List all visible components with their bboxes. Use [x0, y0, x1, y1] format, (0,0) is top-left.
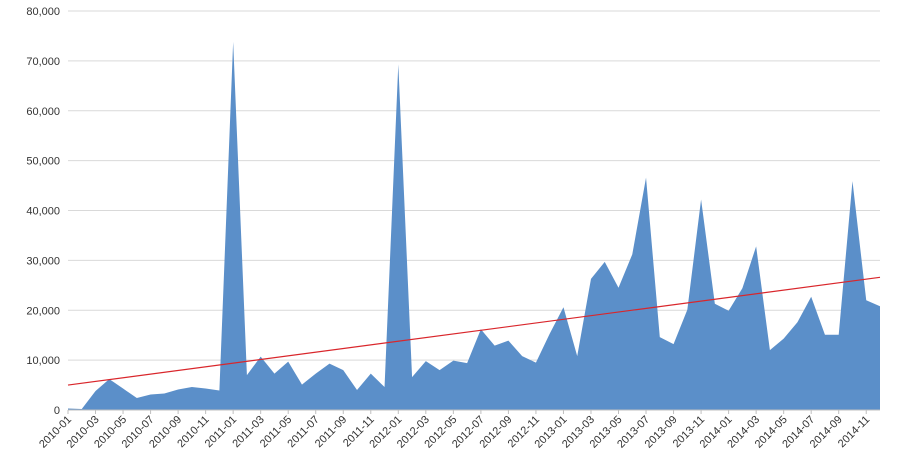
- y-tick-label: 0: [54, 405, 60, 417]
- y-axis-tick-labels: 0 10,000 20,000 30,000 40,000 50,000 60,000 70,…: [26, 6, 60, 417]
- area-series-fill: [68, 41, 880, 411]
- y-tick-label: 50,000: [26, 156, 60, 168]
- y-tick-label: 10,000: [26, 355, 60, 367]
- y-tick-label: 20,000: [26, 305, 60, 317]
- x-axis: [67, 409, 880, 414]
- y-tick-label: 30,000: [26, 255, 60, 267]
- y-tick-label: 70,000: [26, 56, 60, 68]
- x-axis-tick-labels: 2010-012010-032010-052010-072010-092010-…: [37, 414, 872, 451]
- trend-line-path: [67, 276, 881, 386]
- area-series: [68, 41, 880, 411]
- trend-line: [67, 276, 881, 386]
- y-tick-label: 40,000: [26, 206, 60, 218]
- y-tick-label: 80,000: [26, 6, 60, 18]
- y-tick-label: 60,000: [26, 106, 60, 118]
- gridlines: [68, 10, 880, 361]
